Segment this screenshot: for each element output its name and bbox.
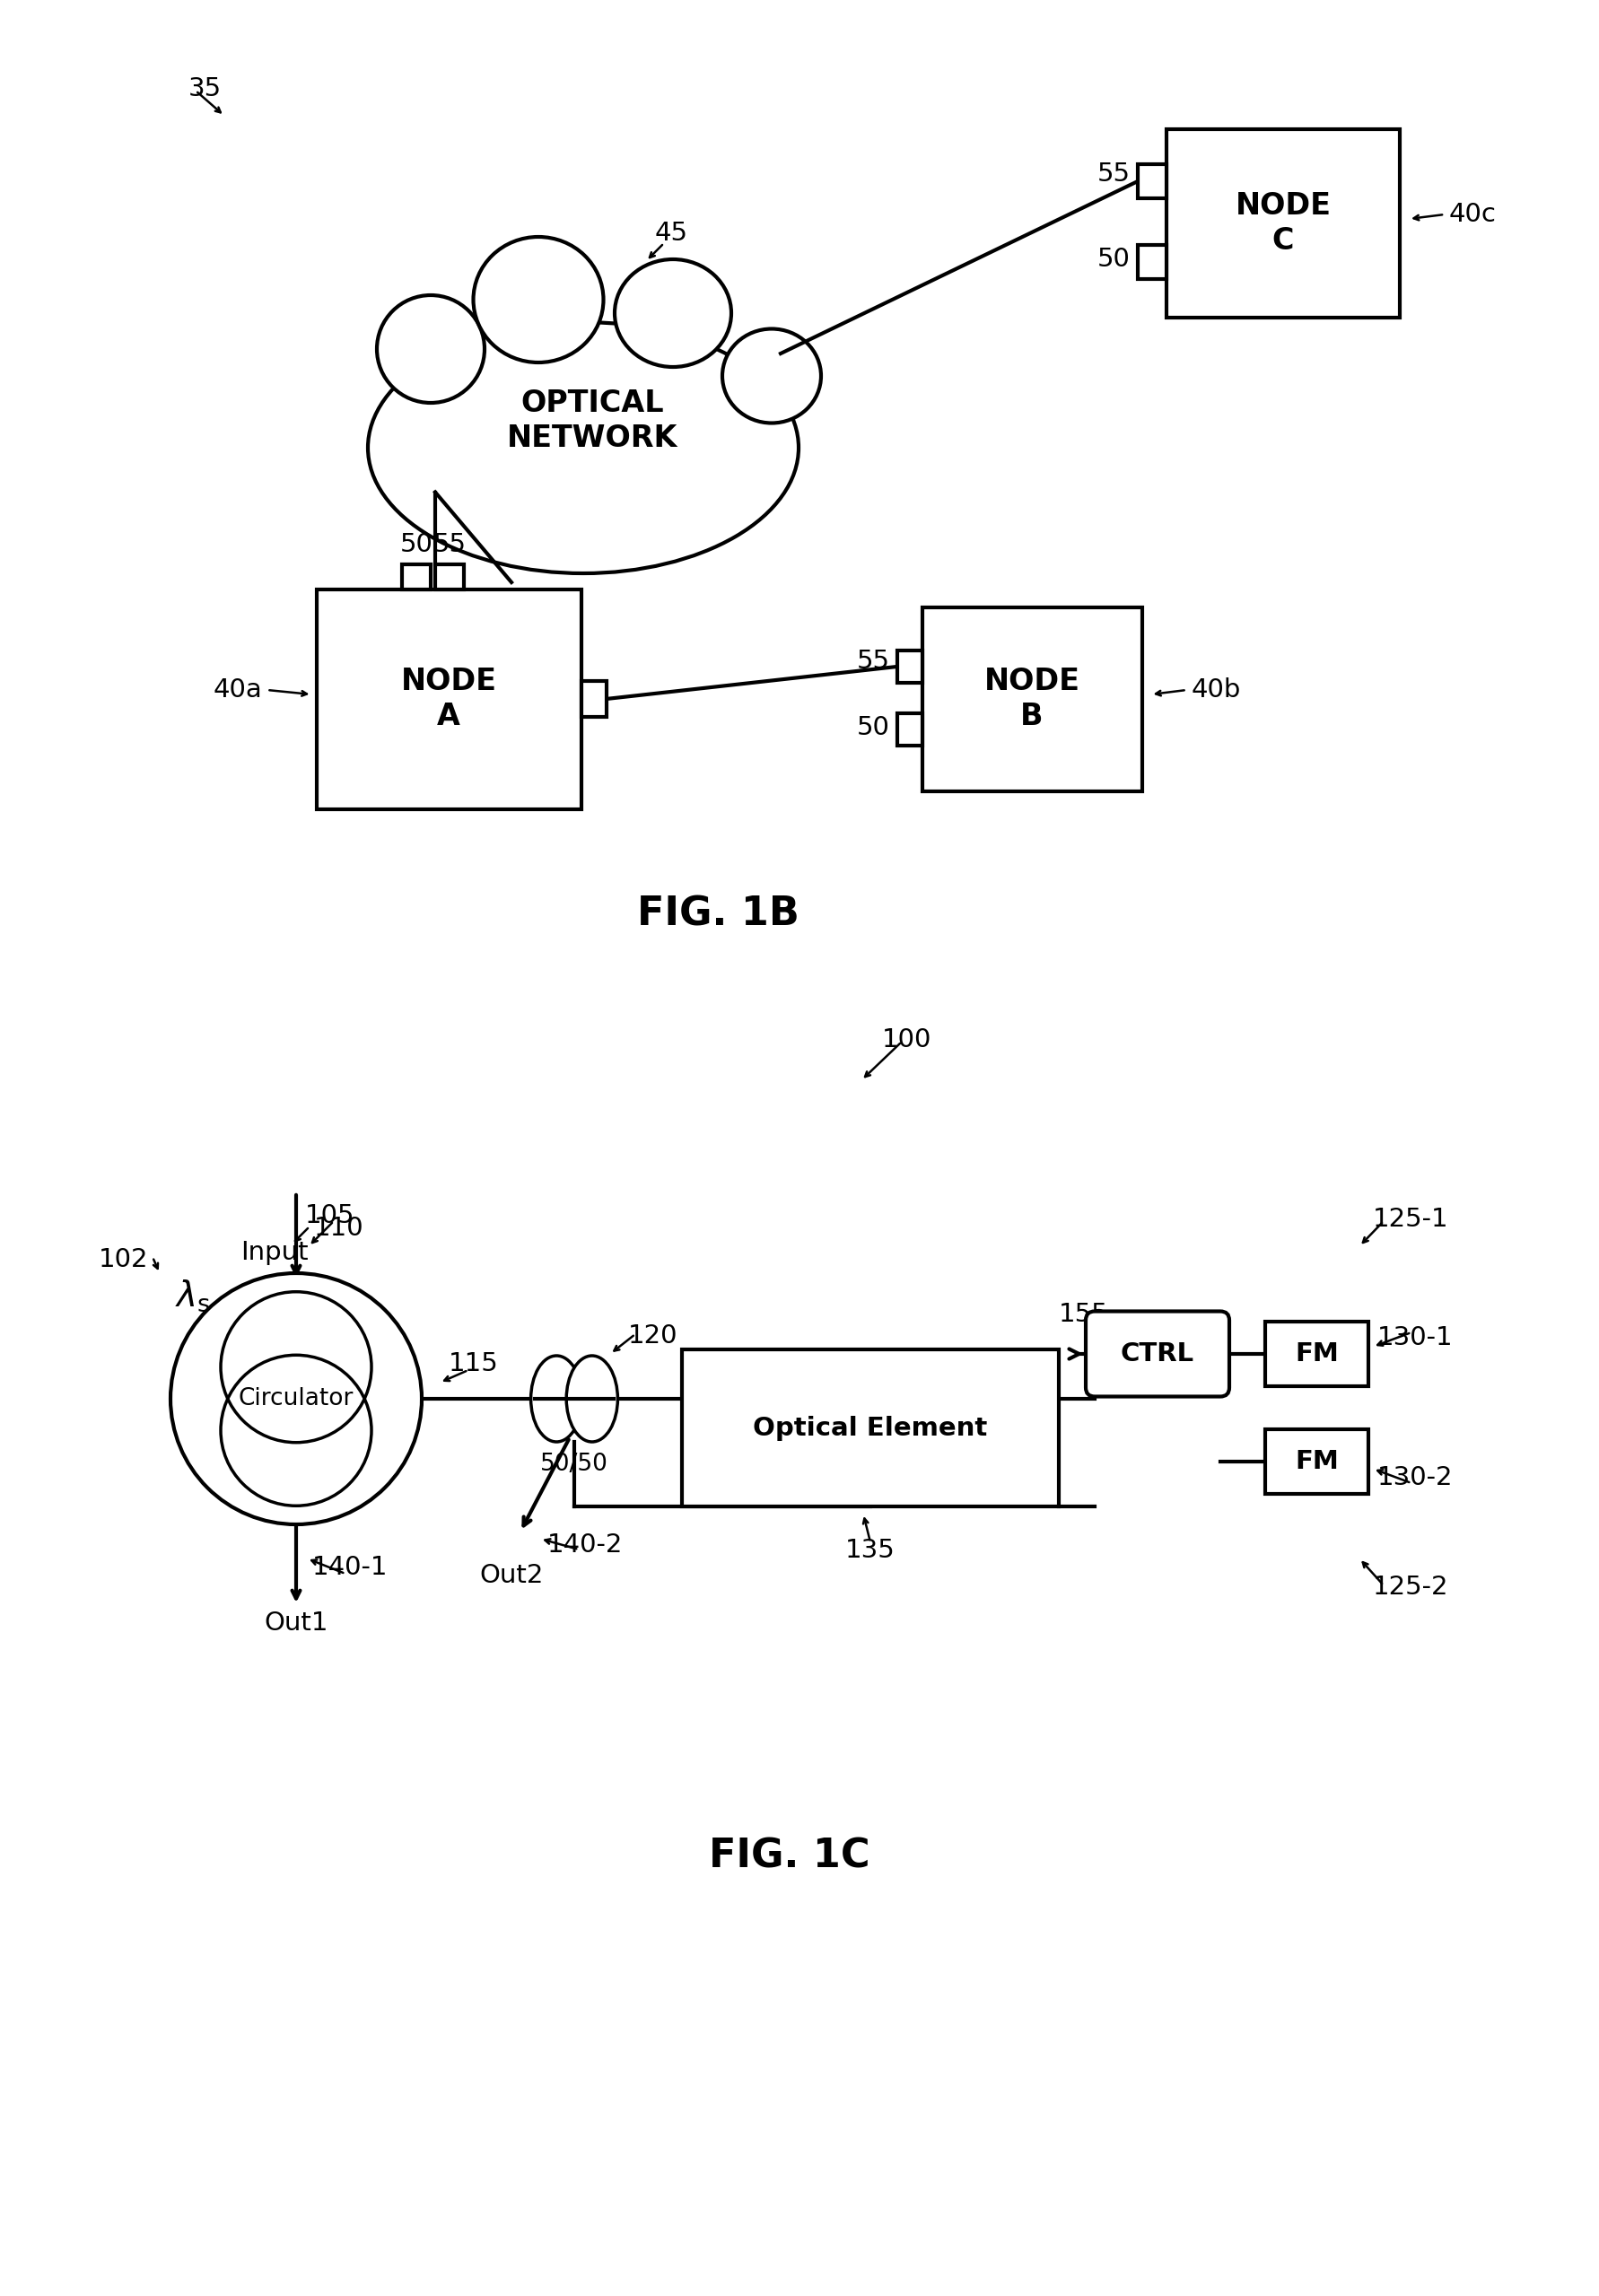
Bar — [317, 590, 580, 808]
Ellipse shape — [723, 328, 820, 422]
Text: NODE
B: NODE B — [983, 668, 1079, 730]
Text: 105: 105 — [305, 1203, 355, 1228]
Text: 140-2: 140-2 — [547, 1531, 624, 1557]
Text: OPTICAL
NETWORK: OPTICAL NETWORK — [507, 388, 678, 452]
FancyBboxPatch shape — [1086, 1311, 1230, 1396]
Text: Out1: Out1 — [264, 1609, 328, 1635]
Bar — [435, 565, 464, 590]
Text: FIG. 1C: FIG. 1C — [708, 1837, 870, 1876]
Text: FIG. 1B: FIG. 1B — [636, 895, 800, 934]
Text: Out2: Out2 — [480, 1564, 544, 1589]
Text: 55: 55 — [1097, 161, 1130, 186]
Text: Circulator: Circulator — [238, 1387, 353, 1410]
Text: CTRL: CTRL — [1121, 1341, 1194, 1366]
Text: 125-1: 125-1 — [1374, 1208, 1449, 1233]
Text: 125-2: 125-2 — [1374, 1575, 1449, 1600]
Text: 50: 50 — [1097, 246, 1130, 271]
Text: 135: 135 — [846, 1538, 895, 1564]
Text: 45: 45 — [656, 220, 688, 246]
Bar — [923, 606, 1142, 790]
Text: 40a: 40a — [213, 677, 262, 703]
Text: FM: FM — [1295, 1449, 1338, 1474]
Text: 55: 55 — [857, 650, 889, 673]
Text: Optical Element: Optical Element — [753, 1414, 988, 1440]
Text: 110: 110 — [313, 1217, 365, 1240]
Text: 100: 100 — [881, 1026, 931, 1052]
Bar — [580, 682, 606, 716]
Bar — [1138, 165, 1167, 197]
Text: $\lambda_{\rm s}$: $\lambda_{\rm s}$ — [176, 1279, 211, 1313]
Text: 102: 102 — [98, 1247, 149, 1272]
Text: 50: 50 — [857, 714, 889, 739]
Text: 140-1: 140-1 — [312, 1554, 389, 1580]
Ellipse shape — [566, 1355, 617, 1442]
Text: 40b: 40b — [1191, 677, 1241, 703]
Bar — [401, 565, 430, 590]
Bar — [897, 650, 923, 682]
Text: 35: 35 — [189, 76, 222, 101]
Text: 50/50: 50/50 — [540, 1453, 608, 1476]
Ellipse shape — [368, 321, 798, 574]
Ellipse shape — [473, 236, 603, 363]
Text: NODE
A: NODE A — [401, 668, 497, 730]
Bar — [1265, 1322, 1369, 1387]
Text: NODE
C: NODE C — [1234, 191, 1330, 255]
Bar — [897, 714, 923, 746]
Text: 130-2: 130-2 — [1377, 1465, 1453, 1490]
Bar — [1167, 129, 1399, 317]
Ellipse shape — [614, 259, 731, 367]
Text: Input: Input — [240, 1240, 309, 1265]
Circle shape — [171, 1274, 422, 1525]
Bar — [1138, 246, 1167, 280]
Text: 40c: 40c — [1449, 202, 1497, 227]
Text: 130-1: 130-1 — [1377, 1325, 1453, 1350]
Text: 115: 115 — [449, 1352, 499, 1375]
Ellipse shape — [531, 1355, 582, 1442]
Text: 50: 50 — [400, 533, 433, 556]
Bar — [681, 1350, 1059, 1506]
Ellipse shape — [377, 296, 484, 402]
Text: 120: 120 — [628, 1322, 678, 1348]
Text: 55: 55 — [433, 533, 467, 556]
Text: FM: FM — [1295, 1341, 1338, 1366]
Text: 155: 155 — [1059, 1302, 1108, 1327]
Bar — [1265, 1430, 1369, 1495]
